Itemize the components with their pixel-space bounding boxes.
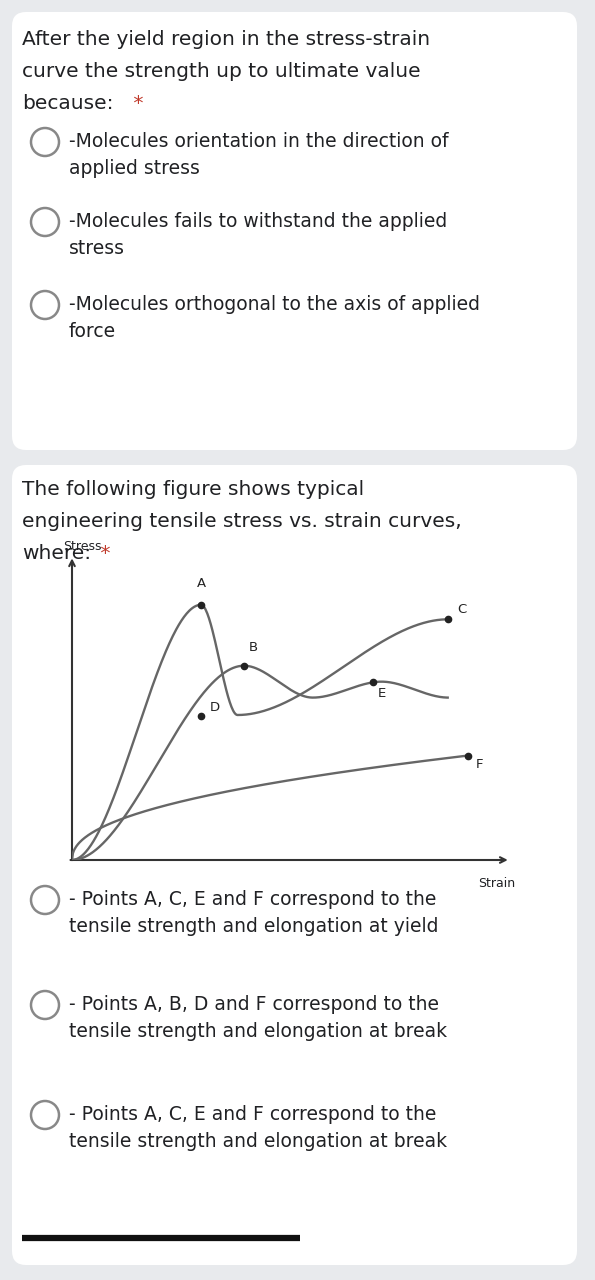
Text: -Molecules orthogonal to the axis of applied
force: -Molecules orthogonal to the axis of app… (69, 294, 480, 342)
FancyBboxPatch shape (12, 465, 577, 1265)
Text: B: B (248, 641, 258, 654)
Text: Strain: Strain (478, 877, 515, 891)
Circle shape (31, 991, 59, 1019)
Text: - Points A, C, E and F correspond to the
tensile strength and elongation at yiel: - Points A, C, E and F correspond to the… (69, 890, 439, 936)
Text: because:: because: (22, 93, 114, 113)
Text: D: D (209, 700, 220, 713)
Text: F: F (476, 759, 484, 772)
Circle shape (31, 1101, 59, 1129)
Text: *: * (94, 544, 111, 563)
Text: The following figure shows typical: The following figure shows typical (22, 480, 364, 499)
Circle shape (31, 128, 59, 156)
FancyBboxPatch shape (12, 12, 577, 451)
Text: -Molecules fails to withstand the applied
stress: -Molecules fails to withstand the applie… (69, 212, 447, 259)
Text: where:: where: (22, 544, 91, 563)
Text: C: C (457, 603, 466, 617)
Text: engineering tensile stress vs. strain curves,: engineering tensile stress vs. strain cu… (22, 512, 462, 531)
Text: *: * (127, 93, 143, 113)
Text: Stress: Stress (64, 540, 102, 553)
Text: After the yield region in the stress-strain: After the yield region in the stress-str… (22, 29, 430, 49)
Text: E: E (377, 687, 386, 700)
Text: - Points A, C, E and F correspond to the
tensile strength and elongation at brea: - Points A, C, E and F correspond to the… (69, 1105, 447, 1151)
Text: curve the strength up to ultimate value: curve the strength up to ultimate value (22, 61, 421, 81)
Circle shape (31, 886, 59, 914)
Text: - Points A, B, D and F correspond to the
tensile strength and elongation at brea: - Points A, B, D and F correspond to the… (69, 995, 447, 1041)
Text: A: A (196, 577, 205, 590)
Text: -Molecules orientation in the direction of
applied stress: -Molecules orientation in the direction … (69, 132, 449, 178)
Circle shape (31, 291, 59, 319)
Circle shape (31, 207, 59, 236)
